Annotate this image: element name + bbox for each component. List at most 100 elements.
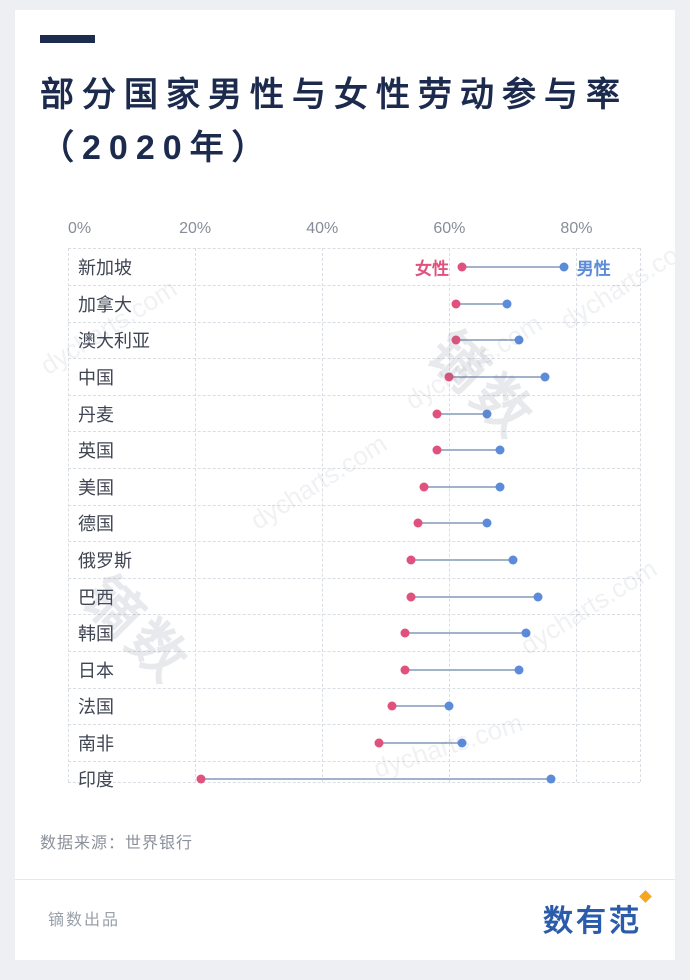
infographic-card: 部分国家男性与女性劳动参与率 （2020年） 0% 20% 40% 60% 80% 新加… [15, 10, 675, 960]
brand-logo: 数有范 [543, 890, 652, 940]
gridline [322, 248, 324, 783]
country-label: 加拿大 [78, 294, 132, 315]
plot-area: 新加坡 女性 男性加拿大澳大利亚中国丹麦英国美国德国俄罗斯巴西韩国日本法国南非印度 [68, 248, 641, 790]
country-label: 印度 [78, 770, 114, 791]
female-dot [432, 445, 442, 455]
chart-row: 英国 [68, 431, 640, 468]
gridline [68, 248, 69, 783]
title-line-2: （2020年） [40, 128, 274, 167]
chart-row: 俄罗斯 [68, 541, 640, 578]
male-dot [533, 592, 543, 602]
dumbbell-chart: 0% 20% 40% 60% 80% 新加坡 女性 男性加拿大澳大利亚中国丹麦英国美国德国俄… [68, 220, 641, 790]
female-dot [457, 262, 467, 272]
female-dot [444, 372, 454, 382]
country-label: 新加坡 [78, 258, 132, 279]
connector-line [436, 412, 488, 415]
country-label: 俄罗斯 [78, 550, 132, 571]
male-dot [482, 409, 492, 419]
chart-row: 德国 [68, 504, 640, 542]
country-label: 韩国 [78, 624, 114, 645]
connector-line [411, 595, 539, 598]
chart-row: 新加坡 女性 男性 [68, 248, 640, 285]
male-dot [502, 299, 512, 309]
chart-row: 美国 [68, 467, 640, 505]
country-label: 英国 [78, 441, 114, 462]
x-tick-label: 60% [433, 220, 466, 238]
connector-line [423, 485, 501, 488]
country-label: 德国 [78, 514, 114, 535]
chart-row: 韩国 [68, 614, 640, 651]
female-dot [406, 555, 416, 565]
x-tick-label: 80% [560, 220, 593, 238]
male-dot [559, 262, 569, 272]
connector-line [404, 632, 526, 635]
chart-row: 印度 [68, 760, 640, 798]
country-label: 中国 [78, 367, 114, 388]
chart-row: 丹麦 [68, 394, 640, 432]
female-dot [413, 518, 423, 528]
legend-male: 男性 [576, 259, 611, 279]
chart-row: 日本 [68, 650, 640, 688]
footer-divider [15, 879, 675, 881]
title-line-1: 部分国家男性与女性劳动参与率 [40, 76, 628, 114]
gridline-right-edge [640, 248, 641, 783]
male-dot [514, 335, 524, 345]
male-dot [495, 445, 505, 455]
female-dot [419, 482, 429, 492]
x-tick-label: 40% [306, 220, 339, 238]
female-dot [406, 592, 416, 602]
connector-line [379, 741, 463, 744]
male-dot [482, 518, 492, 528]
country-label: 美国 [78, 477, 114, 498]
male-dot [521, 628, 531, 638]
x-axis: 0% 20% 40% 60% 80% [68, 220, 640, 242]
x-tick-label: 20% [179, 220, 212, 238]
chart-row: 中国 [68, 358, 640, 395]
connector-line [417, 522, 488, 525]
female-dot [451, 335, 461, 345]
chart-row: 加拿大 [68, 284, 640, 322]
gridline [576, 248, 578, 783]
footer-credit: 镝数出品 [48, 912, 121, 930]
male-dot [514, 665, 524, 675]
female-dot [196, 774, 206, 784]
chart-row: 澳大利亚 [68, 321, 640, 359]
country-label: 澳大利亚 [78, 331, 150, 352]
female-dot [400, 665, 410, 675]
connector-line [449, 375, 545, 378]
female-dot [374, 738, 384, 748]
connector-line [404, 668, 520, 671]
country-label: 巴西 [78, 587, 114, 608]
data-source: 数据来源：世界银行 [40, 835, 194, 853]
country-label: 丹麦 [78, 404, 114, 425]
male-dot [540, 372, 550, 382]
page-title: 部分国家男性与女性劳动参与率 （2020年） [40, 69, 650, 174]
gridline [449, 248, 451, 783]
connector-line [455, 339, 520, 342]
connector-line [392, 705, 450, 708]
female-dot [451, 299, 461, 309]
connector-line [201, 778, 551, 781]
brand-logo-text: 数有范 [543, 905, 642, 939]
gridline [195, 248, 197, 783]
chart-row: 巴西 [68, 577, 640, 615]
male-dot [444, 701, 454, 711]
connector-line [455, 302, 507, 305]
country-label: 法国 [78, 697, 114, 718]
title-accent-bar [40, 35, 95, 43]
legend-female: 女性 [415, 259, 450, 279]
country-label: 南非 [78, 733, 114, 754]
x-tick-label: 0% [68, 220, 92, 238]
connector-line [411, 558, 513, 561]
male-dot [546, 774, 556, 784]
brand-logo-accent-icon [639, 890, 652, 904]
female-dot [432, 409, 442, 419]
country-label: 日本 [78, 660, 114, 681]
connector-line [462, 266, 564, 269]
male-dot [495, 482, 505, 492]
connector-line [436, 449, 501, 452]
female-dot [387, 701, 397, 711]
female-dot [400, 628, 410, 638]
footer: 镝数出品 数有范 [40, 880, 652, 940]
male-dot [508, 555, 518, 565]
